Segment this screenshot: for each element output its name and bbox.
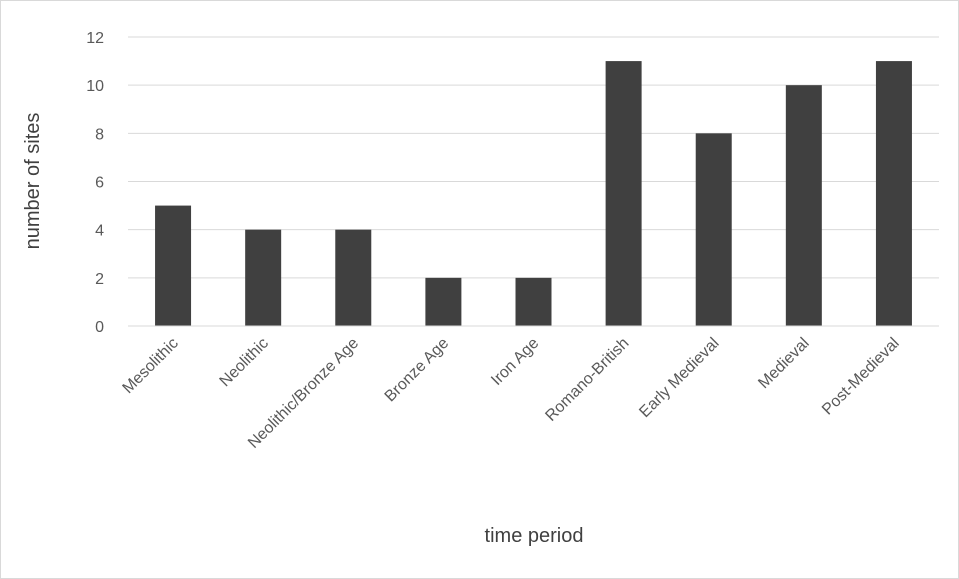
bar-post-medieval [875,61,912,326]
bar-neolithic-bronze-age [335,229,372,326]
x-tick-label: Medieval [755,335,812,392]
x-tick-label: Post-Medieval [819,335,903,419]
x-tick-label: Mesolithic [120,335,182,397]
bar-medieval [785,85,822,327]
bar-early-medieval [695,133,732,326]
x-tick-label: Iron Age [488,335,542,389]
x-tick-label: Romano-British [542,335,632,425]
x-axis-title: time period [485,525,584,547]
x-tick-label: Neolithic [217,335,272,390]
y-tick-label: 0 [95,319,104,336]
y-axis-title: number of sites [22,113,44,250]
bars [155,61,912,327]
y-tick-label: 8 [95,126,104,143]
y-tick-label: 12 [86,30,104,47]
bar-bronze-age [425,277,462,326]
y-axis-ticks: 0 2 4 6 8 10 12 [86,30,104,336]
bar-romano-british [605,61,642,326]
y-tick-label: 2 [95,271,104,288]
x-tick-label: Bronze Age [382,335,453,406]
bar-mesolithic [155,205,192,326]
bar-neolithic [245,229,282,326]
y-tick-label: 10 [86,78,104,95]
y-tick-label: 4 [95,223,104,240]
y-tick-label: 6 [95,175,104,192]
x-tick-label: Early Medieval [636,335,722,421]
bar-iron-age [515,277,552,326]
